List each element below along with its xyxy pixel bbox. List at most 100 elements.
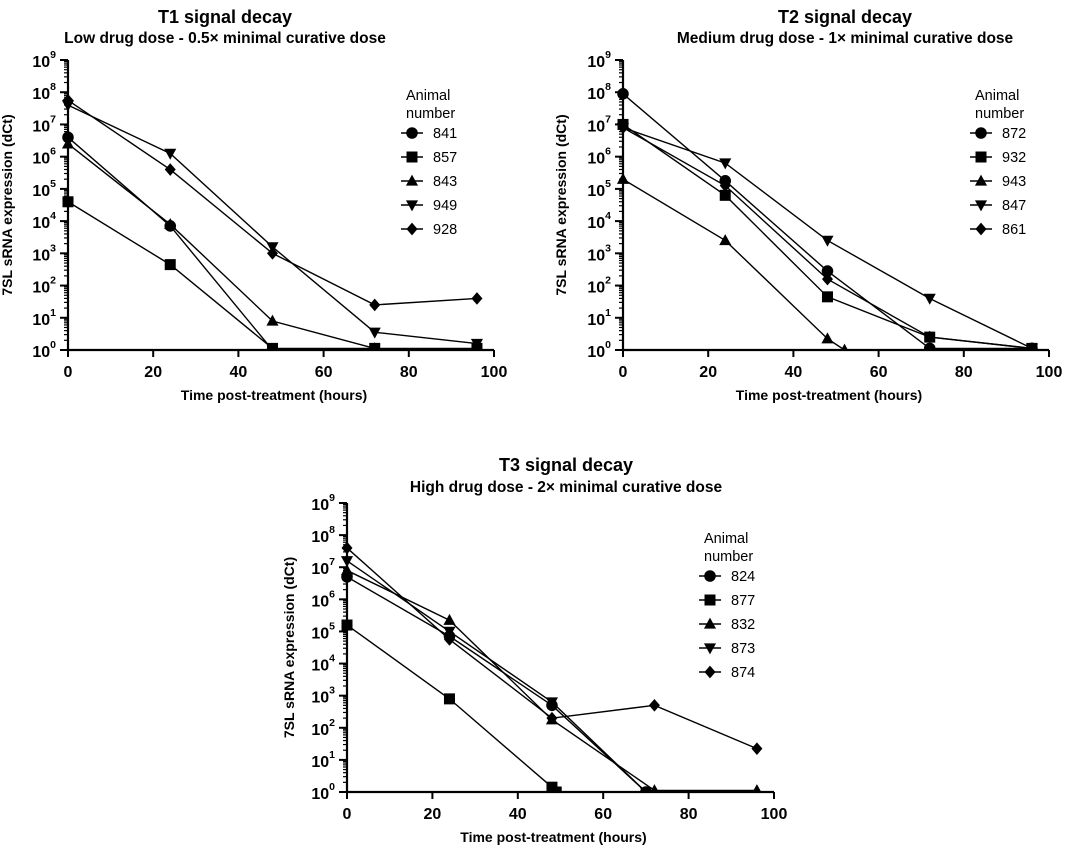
series-line-824 [346, 576, 647, 792]
y-tick-label: 104 [587, 210, 611, 232]
data-point-874 [546, 711, 558, 725]
chart-2-panel: T2 signal decay Medium drug dose - 1× min… [553, 7, 1062, 403]
legend-label-843: 843 [433, 174, 457, 190]
legend-marker-824 [704, 570, 716, 582]
data-point-841 [62, 131, 74, 144]
x-tick-label: 60 [594, 806, 612, 823]
data-point-877 [550, 786, 562, 792]
x-tick-label: 80 [955, 364, 973, 381]
data-point-928 [164, 163, 176, 176]
y-tick-label: 107 [587, 113, 611, 135]
data-point-847 [821, 235, 834, 247]
series-857 [62, 196, 483, 350]
y-tick-label: 104 [311, 653, 335, 675]
y-tick-label: 102 [32, 275, 56, 297]
y-tick-label: 106 [311, 588, 335, 610]
data-point-928 [62, 93, 74, 107]
data-point-873 [639, 787, 652, 792]
legend-marker-843 [405, 174, 419, 186]
data-point-843 [61, 137, 75, 149]
y-tick-label: 109 [311, 492, 335, 514]
data-point-873 [340, 556, 354, 568]
data-point-872 [923, 342, 936, 350]
data-point-949 [470, 338, 484, 350]
legend-label-943: 943 [1002, 174, 1026, 190]
data-point-877 [341, 619, 353, 631]
data-point-832 [752, 784, 762, 792]
data-point-928 [369, 298, 381, 312]
legend-label-877: 877 [731, 593, 755, 609]
legend-label-857: 857 [433, 150, 457, 166]
data-point-943 [841, 343, 848, 350]
x-tick-label: 100 [1036, 364, 1063, 381]
y-tick-label: 103 [32, 242, 56, 264]
y-tick-label: 107 [32, 113, 56, 135]
data-point-928 [471, 292, 483, 305]
data-point-873 [545, 697, 559, 709]
y-axis-label: 7SL sRNA expression (dCt) [553, 114, 569, 295]
legend-label-873: 873 [731, 641, 755, 657]
legend-title: number [704, 549, 753, 565]
series-line-843 [67, 143, 375, 350]
legend-marker-847 [974, 200, 988, 212]
legend-marker-928 [406, 222, 418, 236]
chart-title: T2 signal decay [778, 7, 912, 27]
legend-label-824: 824 [731, 569, 755, 585]
chart-title: T1 signal decay [158, 7, 292, 27]
data-point-861 [924, 330, 936, 344]
data-point-832 [340, 564, 354, 576]
x-tick-label: 80 [400, 364, 418, 381]
series-line-872 [622, 93, 1032, 350]
y-tick-label: 100 [32, 339, 56, 361]
legend-marker-874 [704, 665, 716, 679]
x-tick-label: 60 [870, 364, 888, 381]
y-tick-label: 109 [32, 49, 56, 71]
y-tick-label: 103 [587, 242, 611, 264]
chart-1-panel: T1 signal decay Low drug dose - 0.5× mini… [0, 7, 507, 403]
legend-marker-873 [703, 643, 717, 655]
x-tick-label: 0 [343, 806, 352, 823]
x-axis-label: Time post-treatment (hours) [460, 829, 646, 845]
data-point-843 [164, 218, 177, 230]
data-point-843 [266, 314, 279, 326]
x-tick-label: 100 [481, 364, 508, 381]
y-tick-label: 108 [311, 524, 335, 546]
y-tick-label: 102 [587, 275, 611, 297]
legend-label-832: 832 [731, 617, 755, 633]
chart-subtitle: Low drug dose - 0.5× minimal curative do… [64, 30, 386, 47]
series-928 [62, 93, 483, 312]
data-point-928 [266, 247, 278, 260]
series-847 [616, 122, 1039, 350]
series-873 [340, 556, 652, 792]
y-tick-label: 101 [587, 307, 611, 329]
data-point-861 [821, 272, 833, 286]
y-axis-label: 7SL sRNA expression (dCt) [0, 114, 15, 295]
y-tick-label: 102 [311, 717, 335, 739]
legend-label-932: 932 [1002, 150, 1026, 166]
legend-marker-857 [406, 151, 418, 163]
x-tick-label: 100 [761, 806, 788, 823]
legend-title: number [406, 106, 455, 122]
legend-marker-932 [975, 151, 987, 163]
y-tick-label: 107 [311, 556, 335, 578]
y-tick-label: 106 [32, 146, 56, 168]
legend-title: Animal [406, 88, 450, 104]
data-point-857 [266, 342, 278, 350]
legend-label-861: 861 [1002, 222, 1026, 238]
data-point-872 [617, 88, 629, 100]
data-point-932 [821, 291, 833, 303]
legend-label-928: 928 [433, 222, 457, 238]
legend-marker-943 [974, 174, 988, 186]
series-943 [616, 172, 848, 350]
series-877 [341, 619, 562, 792]
x-tick-label: 20 [424, 806, 442, 823]
data-point-874 [443, 633, 455, 646]
data-point-832 [650, 784, 659, 792]
legend-title: Animal [704, 531, 748, 547]
y-tick-label: 104 [32, 210, 56, 232]
data-point-932 [719, 189, 731, 201]
x-tick-label: 20 [699, 364, 717, 381]
series-824 [341, 571, 652, 792]
x-axis-label: Time post-treatment (hours) [181, 387, 367, 403]
